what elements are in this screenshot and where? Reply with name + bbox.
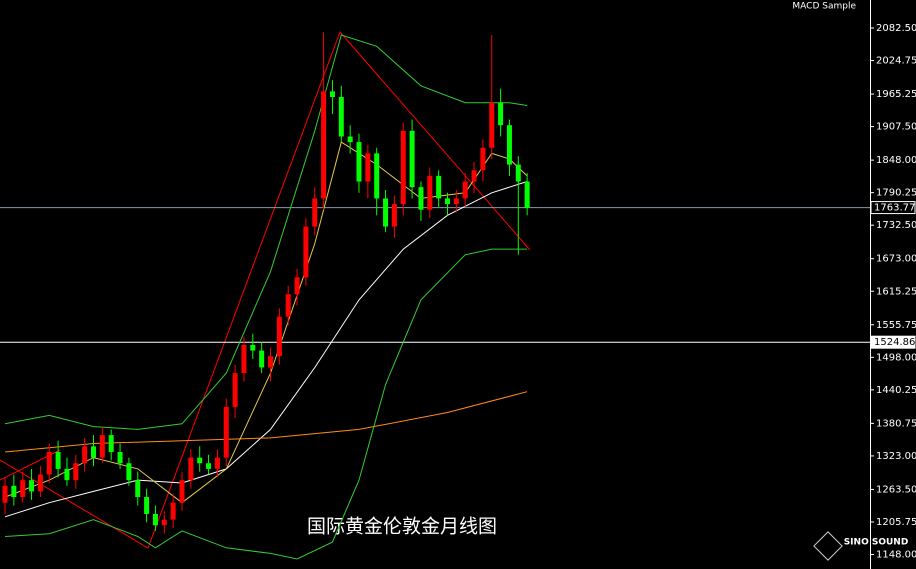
candle-body [347, 136, 353, 143]
plot: 2082.50 2024.75 1965.25 1907.50 1848.00 1790.… [0, 23, 916, 561]
candle-body [99, 435, 105, 458]
y-tick-label: 1615.25 [876, 286, 916, 297]
y-tick-label: 1440.25 [876, 385, 916, 396]
candle-body [179, 480, 185, 503]
candle-body [250, 344, 256, 351]
candle-body [276, 316, 282, 357]
y-tick-label: 1673.00 [876, 254, 916, 265]
candle-body [383, 198, 389, 227]
candle-body [321, 91, 327, 199]
candle-body [436, 175, 442, 199]
candle-body [453, 198, 459, 205]
candle-body [303, 226, 309, 278]
candle-body [462, 181, 468, 199]
price-label: 1524.86 [874, 337, 915, 348]
candle-body [232, 373, 238, 407]
candle-body [55, 451, 61, 469]
indicator-line [4, 34, 528, 430]
candle-body [506, 125, 512, 165]
candle-body [2, 485, 8, 503]
candle-body [356, 142, 362, 182]
logo-icon [813, 531, 843, 561]
y-tick-label: 1790.25 [876, 188, 916, 199]
candle-body [241, 344, 247, 374]
candle-body [126, 463, 132, 481]
indicator-label: MACD Sample [792, 2, 856, 12]
candle-body [37, 474, 43, 492]
y-tick-label: 1848.00 [876, 155, 916, 166]
y-tick-label: 1732.50 [876, 220, 916, 231]
candle-body [268, 356, 273, 368]
candle-body [294, 277, 300, 295]
candle-body [312, 198, 318, 227]
candle-body [480, 147, 486, 171]
candle-body [427, 175, 433, 210]
y-tick-label: 1555.75 [876, 320, 916, 331]
candle-body [259, 350, 265, 368]
candle-body [409, 130, 415, 188]
candle-body [338, 97, 344, 137]
indicator-line [4, 248, 528, 560]
candle-body [135, 480, 141, 498]
candle-body [498, 102, 504, 126]
candle-body [214, 457, 220, 469]
candle-body [206, 463, 212, 469]
candle-body [20, 480, 26, 498]
price-label-box [870, 335, 916, 349]
y-tick-label: 1380.75 [876, 418, 916, 429]
candle-body [445, 198, 450, 205]
candle-body [471, 170, 477, 182]
candle-body [73, 463, 79, 481]
price-label: 1763.77 [874, 203, 915, 214]
candle-body [11, 485, 17, 498]
candle-body [329, 91, 335, 98]
y-tick-label: 1498.00 [876, 352, 916, 363]
candle-body [152, 513, 158, 526]
candle-body [400, 130, 406, 205]
candle-body [46, 451, 52, 475]
y-tick-label: 1907.50 [876, 122, 916, 133]
candle-body [365, 153, 371, 182]
candle-body [108, 435, 114, 452]
y-tick-label: 1148.00 [876, 550, 916, 561]
candle-body [197, 457, 203, 464]
candle-body [144, 497, 150, 514]
candle-body [489, 102, 495, 148]
y-tick-label: 1205.75 [876, 517, 916, 528]
y-tick-label: 1323.00 [876, 451, 916, 462]
candle-body [285, 294, 291, 317]
candle-body [524, 181, 530, 209]
candle-body [515, 164, 521, 182]
candle-body [161, 519, 167, 526]
y-tick-label: 2024.75 [876, 56, 916, 67]
candle-body [82, 446, 88, 464]
y-tick-label: 1965.25 [876, 89, 916, 100]
candle-body [223, 406, 229, 458]
candle-body [91, 446, 96, 458]
price-label-box [870, 201, 916, 215]
logo-text: SINO SOUND [844, 538, 909, 548]
candle-body [391, 204, 397, 227]
y-tick-label: 2082.50 [876, 23, 916, 34]
candle-body [117, 451, 123, 464]
candle-body [29, 480, 35, 492]
caption: 国际黄金伦敦金月线图 [307, 516, 497, 538]
candle-body [374, 153, 380, 199]
candle-body [188, 457, 194, 481]
candle-body [418, 187, 424, 210]
candle-body [64, 468, 70, 481]
candle-body [170, 502, 176, 520]
y-tick-label: 1263.50 [876, 484, 916, 495]
